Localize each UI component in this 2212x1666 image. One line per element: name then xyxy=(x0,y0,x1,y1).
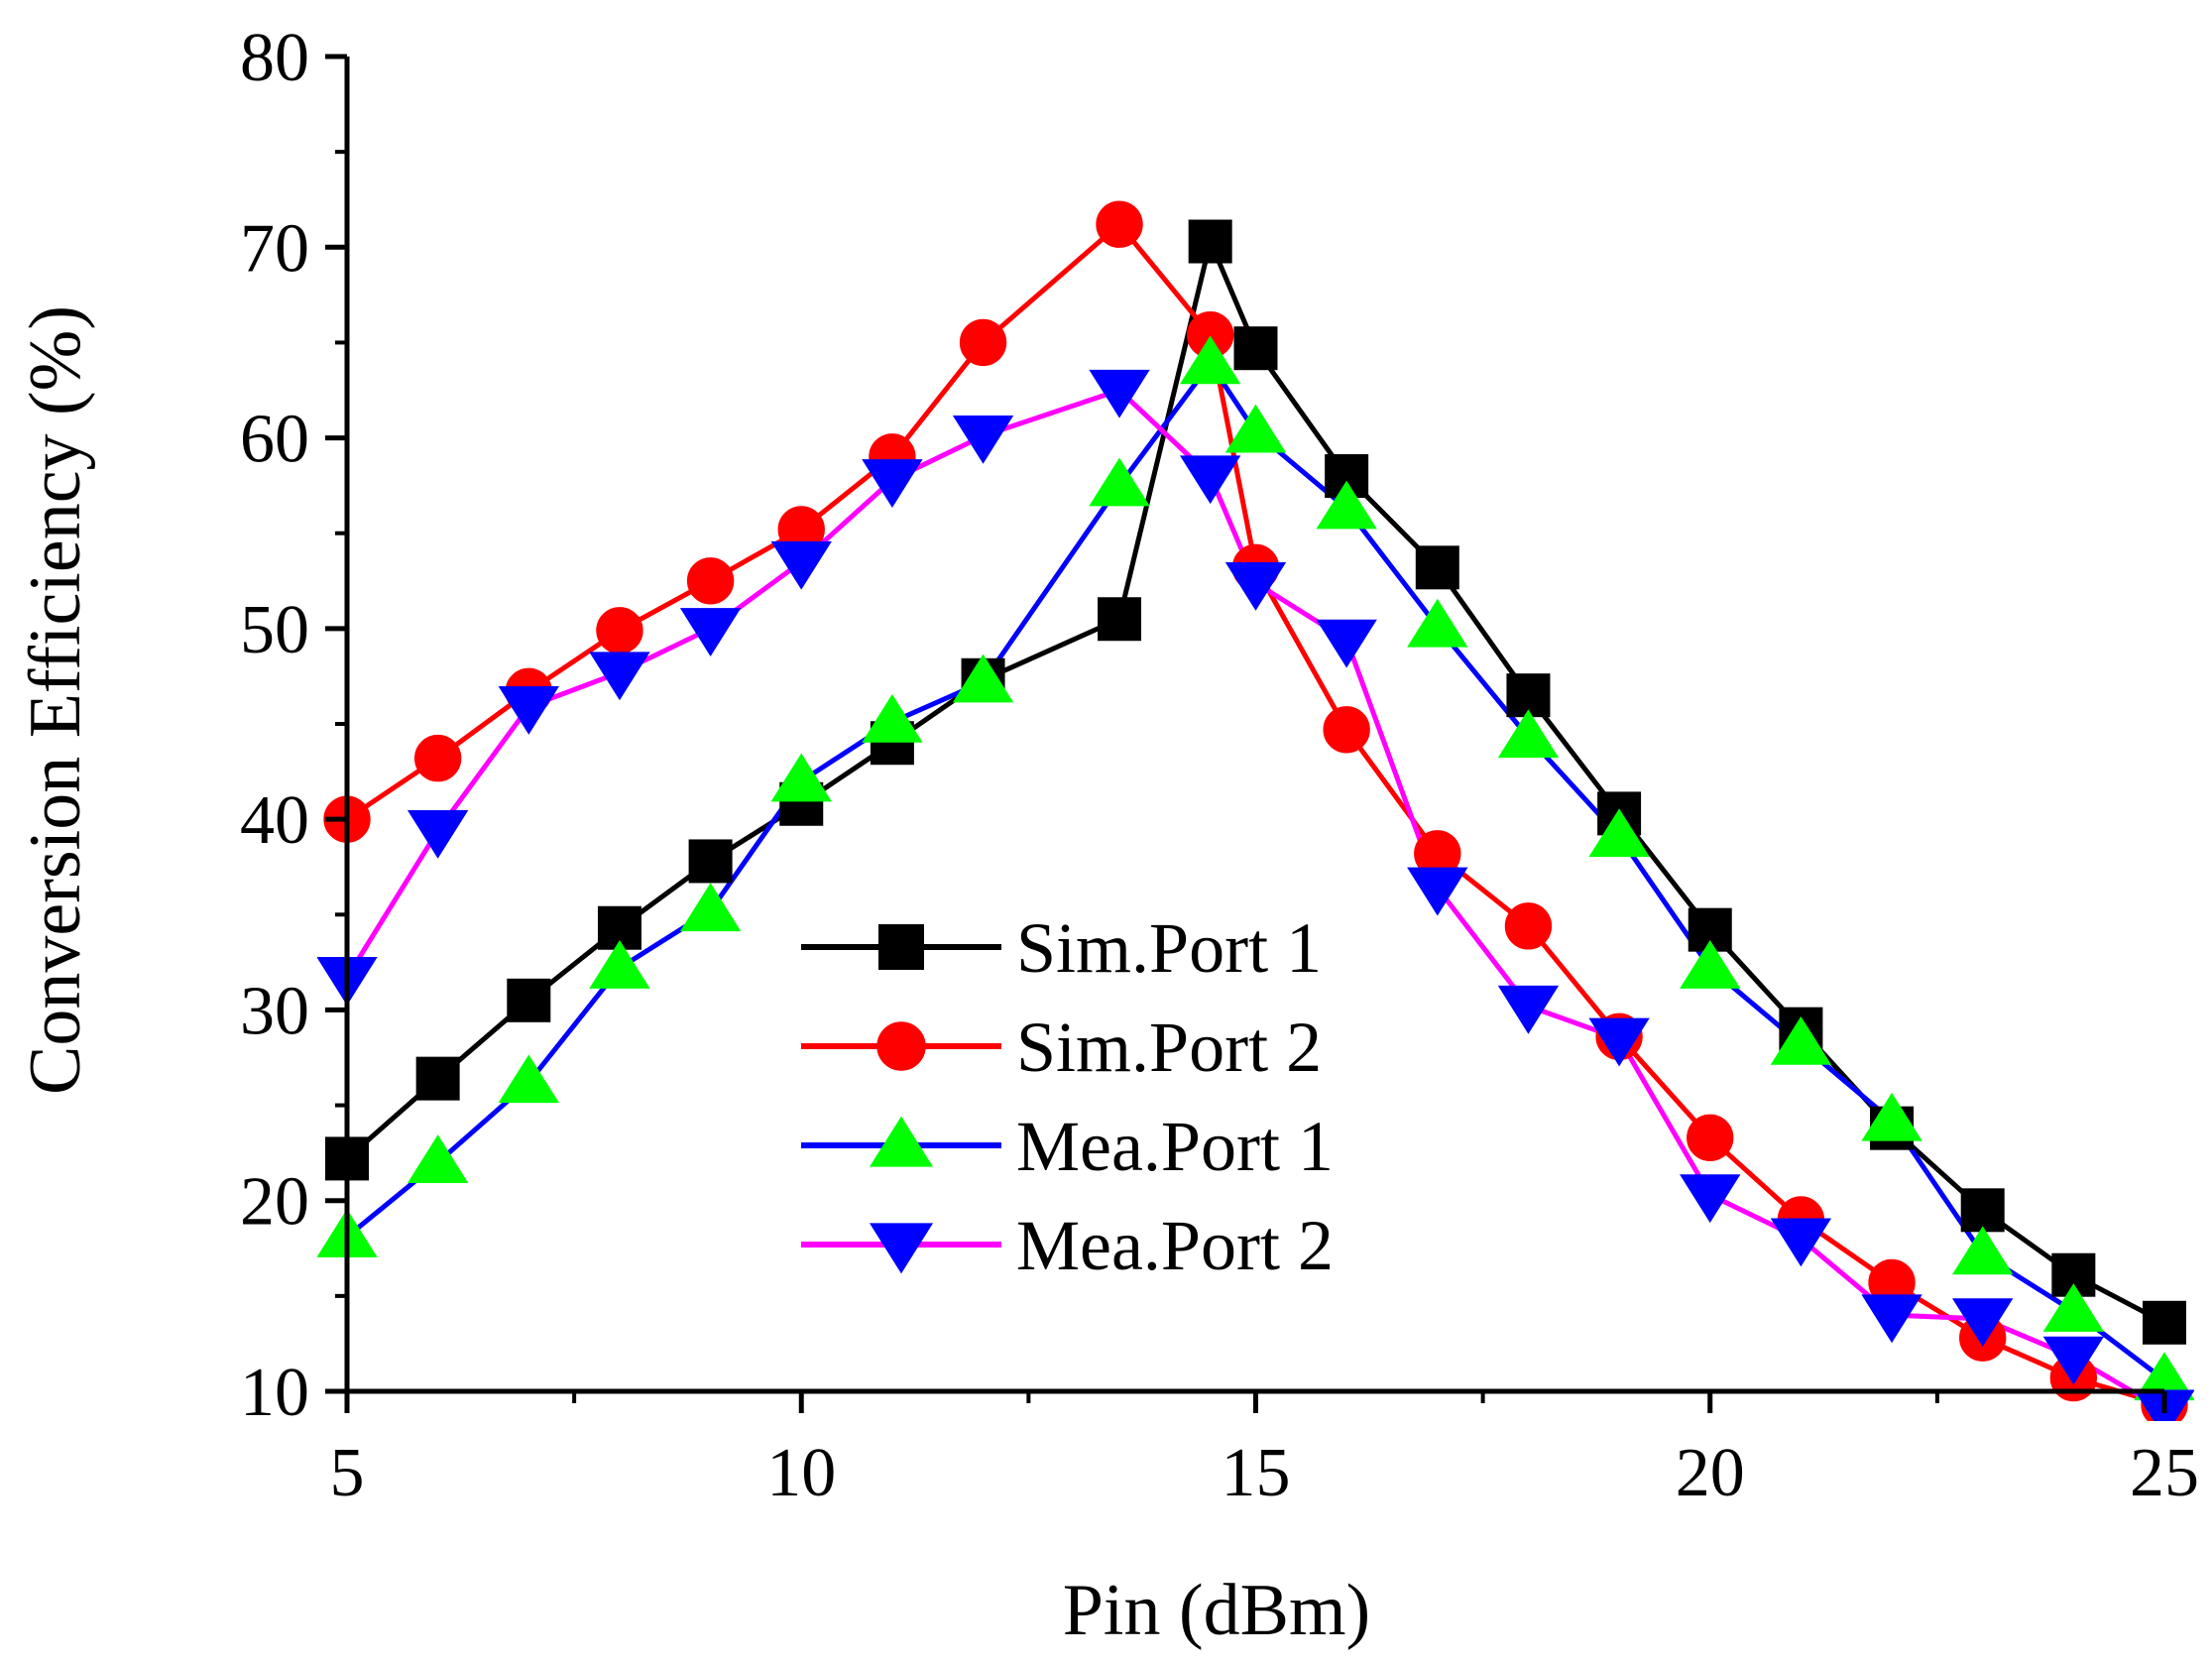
data-point-mea-port-1 xyxy=(407,1134,469,1183)
x-tick-label: 10 xyxy=(766,1435,836,1511)
data-point-sim-port-1 xyxy=(1188,219,1232,264)
legend-label-sim-port-2: Sim.Port 2 xyxy=(1016,1008,1322,1087)
axes: 10 20 30 40 50 60 70 80 5 10 15 20 25 xyxy=(240,20,2199,1511)
data-point-mea-port-1 xyxy=(1770,1015,1832,1065)
data-point-mea-port-1 xyxy=(1224,404,1287,453)
data-point-mea-port-2 xyxy=(1179,455,1241,505)
data-point-mea-port-2 xyxy=(1770,1218,1832,1267)
y-tick-label: 60 xyxy=(240,402,309,478)
data-point-sim-port-2 xyxy=(686,557,735,605)
data-point-mea-port-2 xyxy=(770,540,832,590)
data-point-sim-port-2 xyxy=(596,607,643,654)
data-point-sim-port-1 xyxy=(415,1056,460,1101)
data-point-mea-port-2 xyxy=(498,686,559,735)
data-point-mea-port-2 xyxy=(679,608,742,656)
y-tick-label: 30 xyxy=(240,973,309,1049)
legend-marker-sim-port-2 xyxy=(876,1021,926,1071)
y-axis-title: Conversion Efficiency (%) xyxy=(15,305,96,1095)
data-point-sim-port-2 xyxy=(1323,706,1370,754)
x-tick-label: 5 xyxy=(330,1435,365,1511)
data-point-mea-port-2 xyxy=(952,415,1014,464)
x-axis-title: Pin (dBm) xyxy=(1063,1570,1370,1651)
y-tick-label: 40 xyxy=(240,782,309,859)
legend-marker-mea-port-1 xyxy=(869,1116,934,1167)
data-point-mea-port-1 xyxy=(589,939,650,989)
x-tick-label: 15 xyxy=(1222,1435,1291,1511)
data-point-mea-port-2 xyxy=(589,652,650,701)
data-point-mea-port-2 xyxy=(862,459,923,509)
legend-marker-mea-port-2 xyxy=(869,1223,934,1274)
data-point-mea-port-1 xyxy=(1089,457,1150,507)
data-point-mea-port-2 xyxy=(1952,1298,2014,1348)
data-point-mea-port-1 xyxy=(770,753,832,802)
legend-marker-sim-port-1 xyxy=(878,924,924,970)
data-point-mea-port-1 xyxy=(1497,709,1560,759)
data-point-sim-port-1 xyxy=(507,978,551,1022)
data-point-sim-port-2 xyxy=(413,734,462,782)
data-point-mea-port-1 xyxy=(1316,480,1377,530)
data-point-mea-port-1 xyxy=(1407,598,1468,648)
data-point-sim-port-2 xyxy=(1504,902,1553,950)
data-point-mea-port-2 xyxy=(407,809,469,859)
data-point-mea-port-1 xyxy=(952,654,1014,703)
plot-series-markers xyxy=(317,200,2194,1421)
data-point-mea-port-2 xyxy=(1089,369,1150,418)
data-point-mea-port-2 xyxy=(1497,985,1560,1034)
data-point-mea-port-1 xyxy=(1680,939,1741,989)
data-point-sim-port-1 xyxy=(688,839,733,884)
legend: Sim.Port 1 Sim.Port 2 Mea.Port 1 Mea.Port 2 xyxy=(801,908,1334,1285)
legend-label-mea-port-2: Mea.Port 2 xyxy=(1016,1206,1334,1285)
y-tick-label: 20 xyxy=(240,1164,309,1241)
legend-label-mea-port-1: Mea.Port 1 xyxy=(1016,1107,1334,1186)
data-point-mea-port-1 xyxy=(679,883,742,932)
data-point-mea-port-2 xyxy=(2042,1336,2105,1385)
data-point-mea-port-1 xyxy=(498,1054,559,1104)
data-point-sim-port-1 xyxy=(1415,545,1459,590)
data-point-mea-port-2 xyxy=(1316,619,1377,668)
data-point-sim-port-1 xyxy=(2143,1300,2186,1345)
data-point-mea-port-1 xyxy=(1179,335,1241,385)
data-point-sim-port-1 xyxy=(1506,673,1551,718)
data-point-sim-port-2 xyxy=(1687,1114,1734,1161)
legend-label-sim-port-1: Sim.Port 1 xyxy=(1016,908,1322,988)
y-tick-label: 70 xyxy=(240,210,309,287)
data-point-sim-port-2 xyxy=(1096,200,1143,248)
data-point-mea-port-2 xyxy=(1861,1294,1922,1344)
data-point-mea-port-1 xyxy=(1952,1226,2014,1275)
y-tick-label: 80 xyxy=(240,20,309,96)
data-point-mea-port-1 xyxy=(1861,1092,1922,1141)
data-point-sim-port-1 xyxy=(1098,597,1142,642)
data-point-mea-port-1 xyxy=(862,693,923,743)
x-tick-label: 25 xyxy=(2130,1435,2199,1511)
x-tick-label: 20 xyxy=(1676,1435,1745,1511)
data-point-mea-port-2 xyxy=(1588,1017,1650,1067)
data-point-mea-port-1 xyxy=(1588,808,1650,858)
data-point-sim-port-2 xyxy=(959,318,1007,367)
data-point-sim-port-1 xyxy=(1233,326,1278,371)
data-point-mea-port-2 xyxy=(1407,867,1468,916)
data-point-mea-port-1 xyxy=(2042,1283,2105,1332)
y-tick-label: 50 xyxy=(240,592,309,668)
data-point-mea-port-2 xyxy=(1224,562,1287,611)
y-tick-label: 10 xyxy=(240,1355,309,1431)
data-point-sim-port-1 xyxy=(1960,1188,2005,1233)
data-point-mea-port-2 xyxy=(1680,1174,1741,1224)
